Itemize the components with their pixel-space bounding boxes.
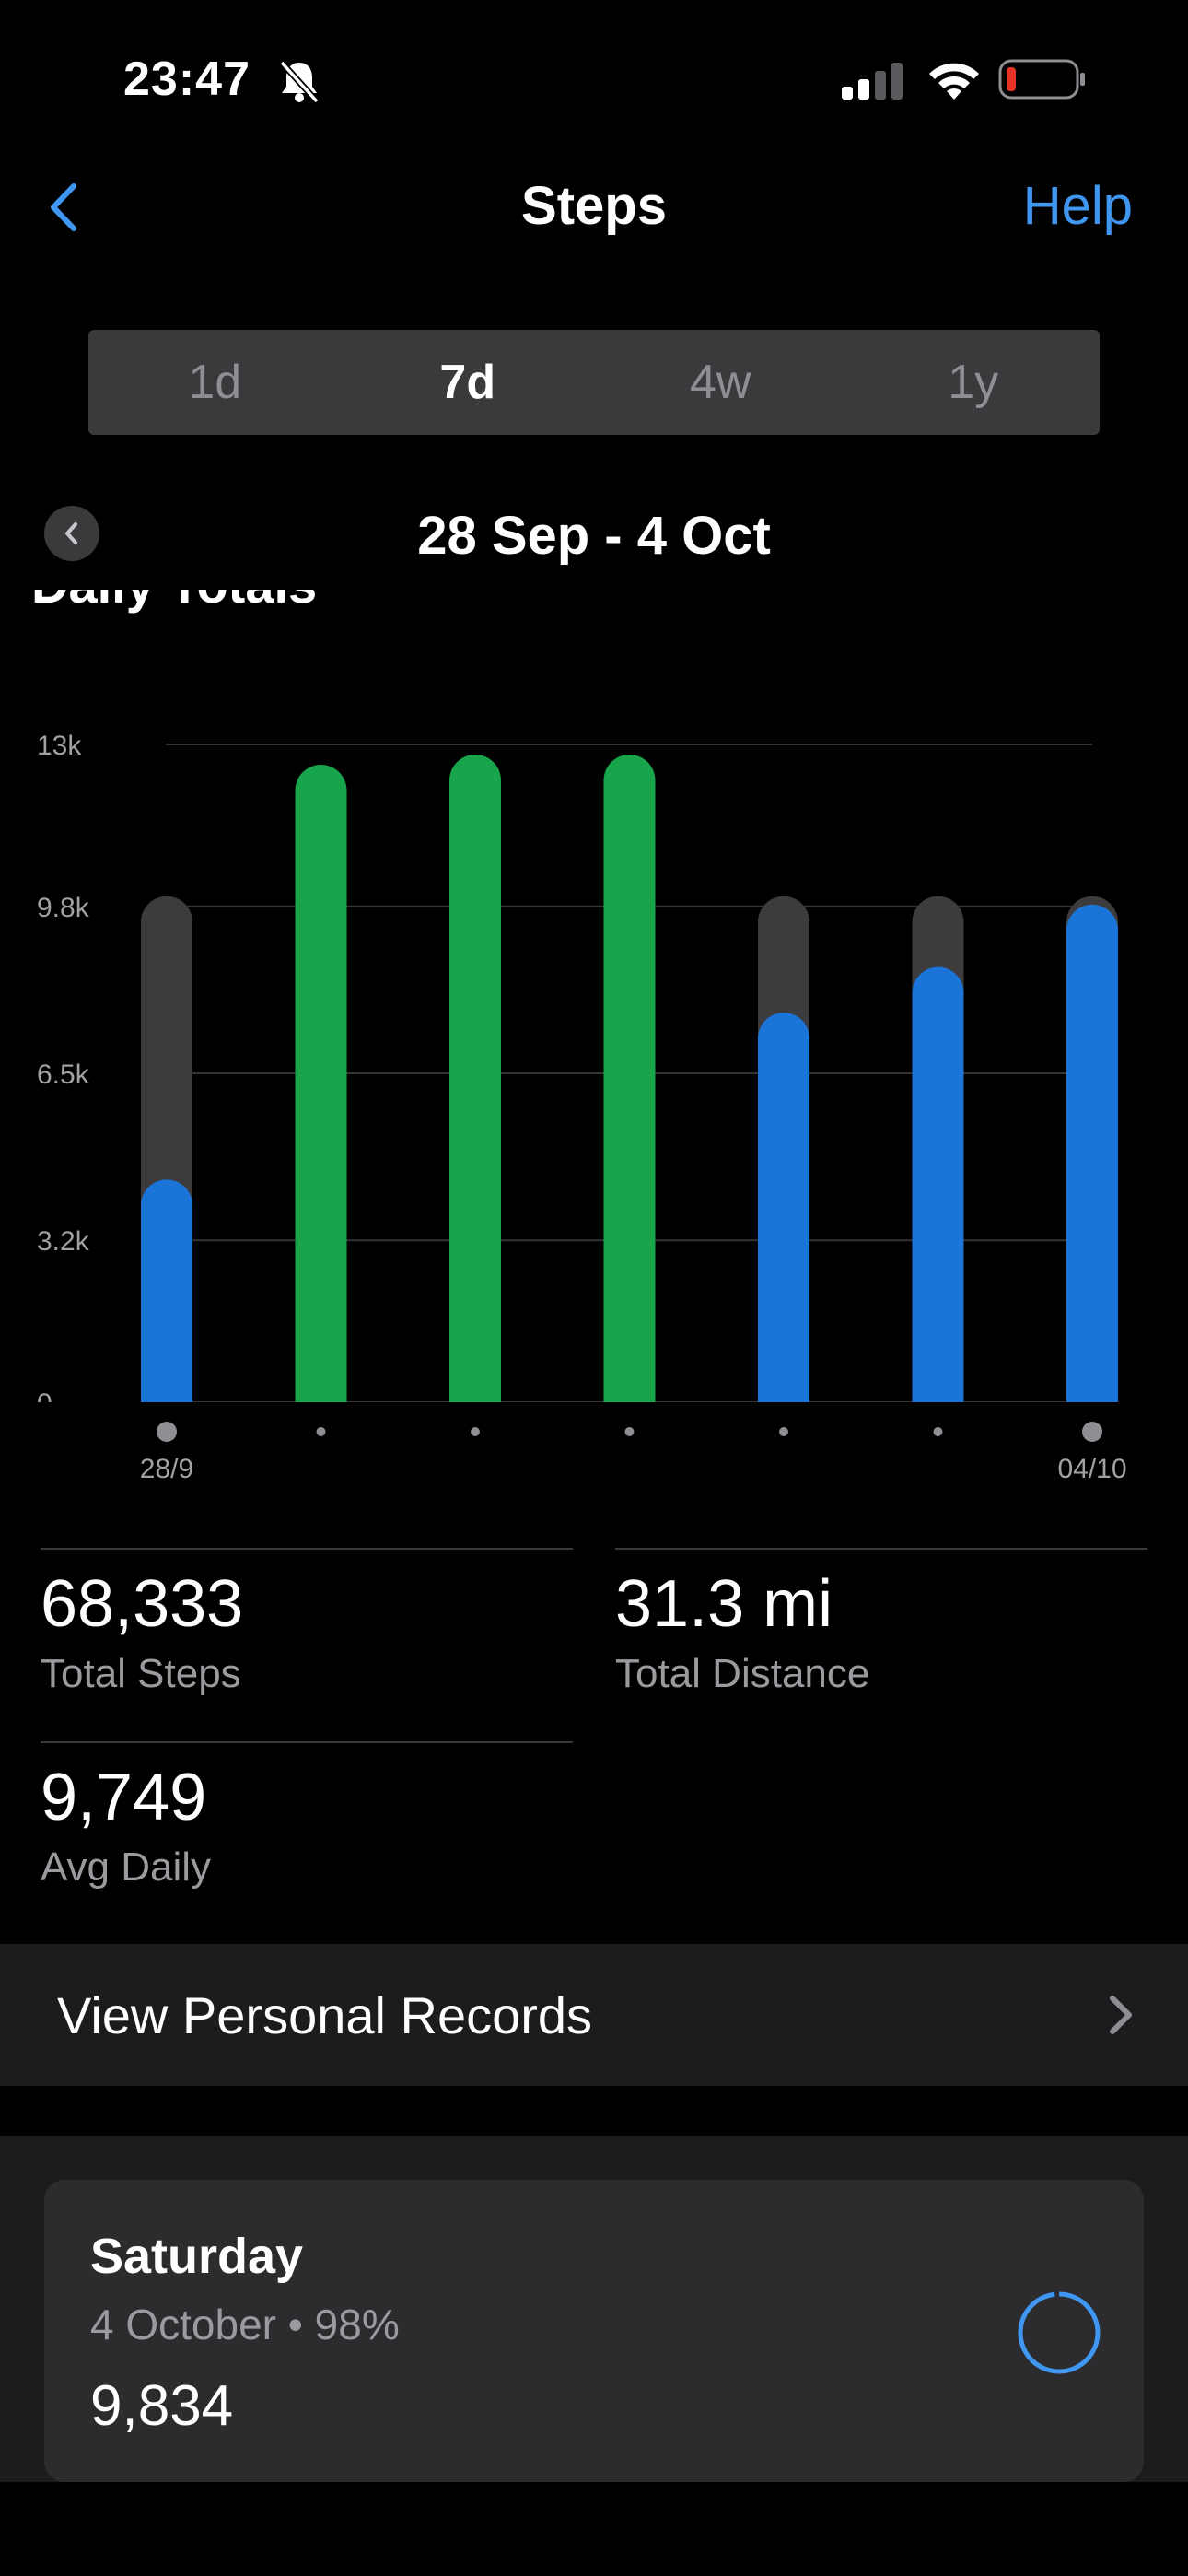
- segment-1y[interactable]: 1y: [948, 356, 999, 409]
- status-time: 23:47: [123, 53, 250, 106]
- step-bar: [603, 754, 656, 1428]
- x-tick-label: 04/10: [1057, 1454, 1126, 1484]
- total-distance-label: Total Distance: [615, 1651, 870, 1696]
- back-button[interactable]: [41, 175, 87, 240]
- x-tick-dot: [157, 1422, 177, 1442]
- divider: [41, 1548, 573, 1550]
- battery-low-icon: [998, 59, 1085, 100]
- x-tick-dot: [779, 1427, 788, 1436]
- view-personal-records-row[interactable]: View Personal Records: [0, 1944, 1188, 2086]
- day-name: Saturday: [90, 2229, 304, 2284]
- x-tick-dot: [316, 1427, 326, 1436]
- step-bar: [449, 754, 501, 1428]
- day-steps: 9,834: [90, 2374, 234, 2438]
- date-range: 28 Sep - 4 Oct: [417, 506, 771, 566]
- day-card-saturday[interactable]: Saturday 4 October • 98% 9,834: [44, 2180, 1144, 2482]
- help-button[interactable]: Help: [1022, 176, 1133, 236]
- x-tick-dot: [933, 1427, 943, 1436]
- step-bar: [758, 1013, 809, 1428]
- page-title: Steps: [521, 176, 667, 236]
- section-title: Daily Totals: [31, 590, 676, 645]
- previous-week-button[interactable]: [44, 506, 99, 561]
- x-tick-dot: [471, 1427, 480, 1436]
- divider: [41, 1741, 573, 1743]
- y-tick-label: 13k: [37, 731, 82, 761]
- baseline-mask: [0, 1402, 1188, 1458]
- total-steps-value: 68,333: [41, 1567, 244, 1641]
- step-bar: [912, 966, 964, 1428]
- step-bar: [1066, 904, 1118, 1428]
- records-label: View Personal Records: [57, 1985, 593, 2044]
- avg-daily-label: Avg Daily: [41, 1844, 212, 1890]
- x-tick-dot: [624, 1427, 635, 1436]
- signal-icon: [842, 63, 903, 100]
- total-distance-value: 31.3 mi: [615, 1567, 833, 1641]
- wifi-icon: [929, 63, 979, 100]
- y-tick-label: 6.5k: [37, 1060, 90, 1090]
- progress-ring-icon: [1018, 2291, 1101, 2374]
- chevron-left-icon: [65, 522, 77, 544]
- x-tick-label: 28/9: [140, 1454, 193, 1484]
- step-bar: [141, 1179, 192, 1428]
- y-tick-label: 3.2k: [37, 1226, 90, 1257]
- section-title-text: Daily Totals: [31, 590, 317, 615]
- chevron-right-icon: [1110, 1996, 1132, 2034]
- step-bar: [295, 764, 347, 1428]
- segment-7d[interactable]: 7d: [439, 356, 496, 409]
- day-date-percent: 4 October • 98%: [90, 2301, 400, 2348]
- period-segmented-control: 1d 7d 4w 1y: [88, 330, 1100, 435]
- x-tick-dot: [1082, 1422, 1102, 1442]
- avg-daily-value: 9,749: [41, 1761, 207, 1834]
- bell-slash-icon: [279, 60, 320, 104]
- divider: [615, 1548, 1147, 1550]
- total-steps-label: Total Steps: [41, 1651, 241, 1696]
- segment-4w[interactable]: 4w: [690, 356, 751, 409]
- progress-ring-arc: [1018, 2291, 1101, 2374]
- segment-1d[interactable]: 1d: [188, 356, 242, 409]
- bottom-spacer: [0, 2482, 1188, 2576]
- y-tick-label: 9.8k: [37, 893, 90, 923]
